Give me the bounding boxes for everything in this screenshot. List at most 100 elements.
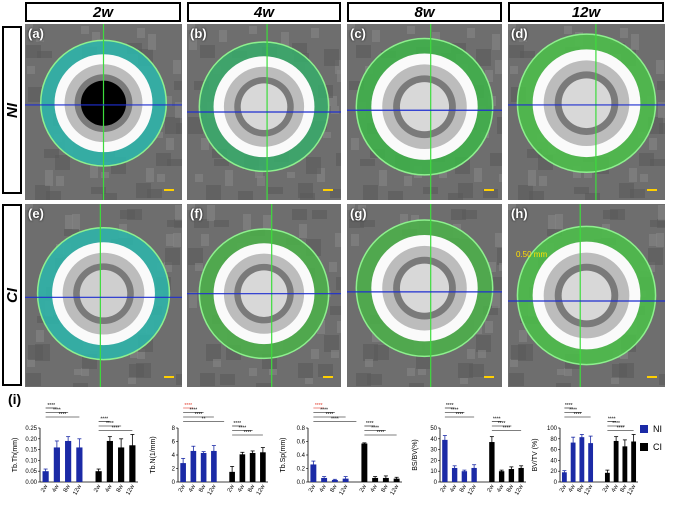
texture-patch xyxy=(539,176,547,186)
texture-patch xyxy=(360,159,375,166)
significance-label: **** xyxy=(233,421,241,427)
x-tick-label: 12w xyxy=(390,483,401,496)
texture-patch xyxy=(519,30,527,42)
texture-patch xyxy=(137,349,145,359)
texture-patch xyxy=(557,369,565,375)
panel-label: (a) xyxy=(28,26,44,41)
texture-patch xyxy=(640,174,648,182)
implant-core xyxy=(399,263,450,313)
bar xyxy=(631,441,637,482)
texture-patch xyxy=(485,70,493,82)
y-tick-label: 80 xyxy=(550,437,557,443)
x-tick-label: 4w xyxy=(237,483,246,493)
panel-label: (f) xyxy=(190,206,203,221)
bar xyxy=(106,440,113,482)
implant-core xyxy=(240,83,288,131)
texture-patch xyxy=(91,187,106,194)
significance-label: **** xyxy=(315,403,323,409)
texture-patch xyxy=(206,185,221,200)
significance-label: **** xyxy=(377,430,385,436)
texture-patch xyxy=(416,354,431,369)
texture-patch xyxy=(225,170,233,186)
significance-label: **** xyxy=(569,408,577,414)
texture-patch xyxy=(137,28,145,38)
y-tick-label: 2 xyxy=(172,467,176,473)
texture-patch xyxy=(187,24,195,30)
texture-patch xyxy=(195,263,203,271)
significance-label: **** xyxy=(608,417,616,423)
texture-patch xyxy=(407,26,415,34)
texture-patch xyxy=(528,170,536,186)
significance-label: ** xyxy=(202,417,206,423)
y-tick-label: 20 xyxy=(430,458,437,464)
texture-patch xyxy=(46,191,61,200)
significance-label: **** xyxy=(498,421,506,427)
y-tick-label: 100 xyxy=(547,426,558,432)
significance-label: **** xyxy=(371,426,379,432)
bar xyxy=(508,469,515,482)
texture-patch xyxy=(298,363,313,378)
texture-patch xyxy=(497,117,502,134)
texture-patch xyxy=(374,345,389,360)
panel-label: (c) xyxy=(350,26,366,41)
implant-core xyxy=(399,82,450,132)
x-tick-label: 8w xyxy=(330,483,339,493)
texture-patch xyxy=(146,168,154,182)
bar xyxy=(372,477,379,482)
bar xyxy=(190,450,197,482)
x-tick-label: 8w xyxy=(116,483,125,493)
bar xyxy=(200,452,207,482)
x-tick-label: 2w xyxy=(487,483,496,493)
bar xyxy=(461,471,468,482)
chart-legend: NI CI xyxy=(640,424,662,460)
texture-patch xyxy=(129,364,144,377)
texture-patch xyxy=(659,374,665,385)
texture-patch xyxy=(337,70,341,82)
texture-patch xyxy=(335,60,341,74)
texture-patch xyxy=(155,132,163,138)
texture-patch xyxy=(367,374,382,385)
texture-patch xyxy=(336,153,341,166)
y-axis-label: Tb.Th(mm) xyxy=(12,438,19,473)
texture-patch xyxy=(187,204,195,210)
y-tick-label: 0.20 xyxy=(25,437,37,443)
bar xyxy=(561,472,567,482)
significance-label: **** xyxy=(446,403,454,409)
y-tick-label: 6 xyxy=(172,440,176,446)
bar xyxy=(622,446,628,482)
texture-patch xyxy=(36,30,44,42)
texture-patch xyxy=(620,28,628,38)
x-tick-label: 4w xyxy=(611,483,620,493)
ct-panel-h: (h) 0.50 mm xyxy=(508,204,665,387)
ct-image xyxy=(25,204,182,387)
texture-patch xyxy=(564,368,572,376)
y-tick-label: 0.8 xyxy=(297,426,306,432)
column-header-4w: 4w xyxy=(187,2,341,22)
significance-label: **** xyxy=(456,412,464,418)
texture-patch xyxy=(510,66,518,74)
column-header-12w: 12w xyxy=(508,2,664,22)
x-tick-label: 12w xyxy=(72,483,83,496)
chart-bs-bv: BS/BV(%) 0 10 20 30 40 50 2w 4w 8w 12w 2w 4w 8w 12w ***… xyxy=(410,402,528,504)
bone-ring-outline xyxy=(516,33,657,174)
implant-core xyxy=(561,270,612,321)
y-tick-label: 0.15 xyxy=(25,448,37,454)
row-header-ni: NI xyxy=(2,26,22,194)
significance-label: **** xyxy=(612,421,620,427)
y-tick-label: 0.10 xyxy=(25,458,37,464)
x-tick-label: 8w xyxy=(577,483,586,493)
texture-patch xyxy=(27,66,35,74)
y-axis-label: BV/TV (%) xyxy=(532,438,539,471)
bar xyxy=(579,437,585,482)
texture-patch xyxy=(147,189,162,198)
x-tick-label: 8w xyxy=(247,483,256,493)
x-tick-label: 2w xyxy=(93,483,102,493)
texture-patch xyxy=(176,123,182,134)
texture-patch xyxy=(585,193,600,200)
y-axis-label: BS/BV(%) xyxy=(412,439,419,471)
texture-patch xyxy=(189,34,197,50)
texture-patch xyxy=(25,24,33,30)
texture-patch xyxy=(495,60,502,74)
texture-patch xyxy=(631,34,639,50)
